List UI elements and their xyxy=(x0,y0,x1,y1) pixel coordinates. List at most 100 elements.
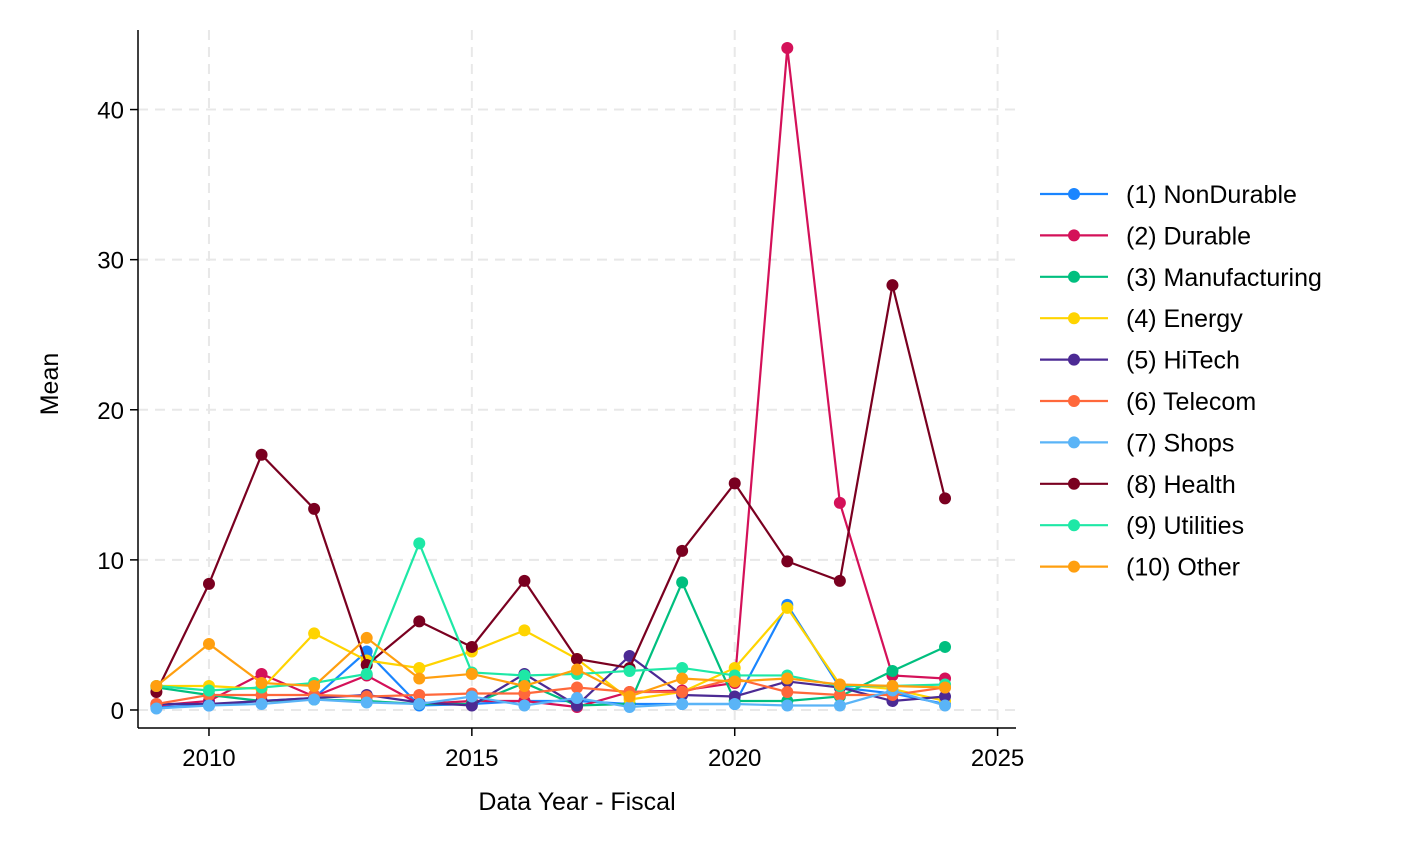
series-line xyxy=(156,606,946,703)
data-point xyxy=(465,667,478,680)
series-2 xyxy=(150,42,952,713)
data-point xyxy=(833,574,846,587)
data-point xyxy=(728,675,741,688)
data-point xyxy=(518,574,531,587)
legend-item: (3) Manufacturing xyxy=(1040,264,1322,292)
x-tick-label: 2025 xyxy=(971,745,1024,772)
legend-marker xyxy=(1068,229,1080,242)
legend-marker xyxy=(1068,560,1080,573)
data-point xyxy=(308,627,321,640)
legend-label: (2) Durable xyxy=(1126,222,1251,250)
data-point xyxy=(939,681,952,694)
data-point xyxy=(676,661,689,674)
series-line xyxy=(155,636,946,698)
data-point xyxy=(360,631,373,644)
data-point xyxy=(465,640,478,653)
series-layer xyxy=(150,42,952,715)
data-point xyxy=(833,678,846,691)
data-point xyxy=(623,664,636,677)
legend-item: (4) Energy xyxy=(1040,305,1243,333)
y-tick-label: 40 xyxy=(97,98,124,125)
legend-label: (1) NonDurable xyxy=(1126,181,1297,209)
axes: 2010 2015 2020 2025 0 10 20 30 40 xyxy=(97,30,1024,772)
data-point xyxy=(255,697,268,710)
data-point xyxy=(781,601,794,614)
legend-label: (10) Other xyxy=(1126,554,1240,582)
data-point xyxy=(150,702,163,715)
legend-item: (2) Durable xyxy=(1040,222,1251,250)
legend-label: (5) HiTech xyxy=(1126,347,1240,375)
y-tick-label: 30 xyxy=(97,248,124,275)
legend-item: (6) Telecom xyxy=(1040,388,1256,416)
legend-item: (1) NonDurable xyxy=(1040,181,1297,209)
legend-marker xyxy=(1068,353,1080,366)
legend-marker xyxy=(1068,436,1080,449)
series-8 xyxy=(150,279,952,698)
data-point xyxy=(413,615,426,628)
x-tick-label: 2010 xyxy=(182,745,235,772)
data-point xyxy=(308,679,321,692)
legend-item: (9) Utilities xyxy=(1040,512,1244,540)
data-point xyxy=(518,679,531,692)
data-point xyxy=(676,576,689,589)
data-point xyxy=(465,690,478,703)
data-point xyxy=(833,496,846,509)
series-10 xyxy=(150,631,952,703)
data-point xyxy=(255,667,268,680)
data-point xyxy=(676,672,689,685)
data-point xyxy=(308,502,321,515)
data-point xyxy=(886,279,899,292)
data-point xyxy=(623,690,636,703)
data-point xyxy=(728,477,741,490)
data-point xyxy=(413,688,426,701)
data-point xyxy=(150,679,163,692)
y-axis-label: Mean xyxy=(36,353,64,416)
grid xyxy=(138,30,1016,728)
data-point xyxy=(255,676,268,689)
legend-marker xyxy=(1068,395,1080,407)
legend-item: (7) Shops xyxy=(1040,429,1234,457)
legend-marker xyxy=(1068,312,1080,325)
data-point xyxy=(676,697,689,710)
legend-marker xyxy=(1068,270,1080,283)
x-axis-label: Data Year - Fiscal xyxy=(478,788,675,816)
data-point xyxy=(360,667,373,680)
legend-label: (8) Health xyxy=(1126,471,1236,499)
legend-label: (9) Utilities xyxy=(1126,512,1244,540)
data-point xyxy=(413,697,426,710)
data-point xyxy=(413,537,426,550)
x-tick-label: 2020 xyxy=(708,745,761,772)
legend-marker xyxy=(1068,477,1080,490)
data-point xyxy=(781,42,794,55)
data-point xyxy=(360,696,373,709)
data-point xyxy=(833,699,846,712)
data-point xyxy=(728,697,741,710)
legend-item: (8) Health xyxy=(1040,471,1236,499)
data-point xyxy=(518,669,531,682)
legend-label: (6) Telecom xyxy=(1126,388,1256,416)
data-point xyxy=(571,681,583,694)
data-point xyxy=(781,555,794,568)
data-point xyxy=(571,663,583,676)
series-line xyxy=(156,689,946,710)
data-point xyxy=(308,693,321,706)
data-point xyxy=(886,664,899,677)
data-point xyxy=(202,577,215,590)
data-point xyxy=(781,685,794,698)
data-point xyxy=(255,448,268,461)
data-point xyxy=(202,684,215,697)
data-point xyxy=(413,672,426,685)
data-point xyxy=(413,661,426,674)
data-point xyxy=(939,690,952,703)
data-point xyxy=(781,672,794,685)
legend-item: (5) HiTech xyxy=(1040,347,1240,375)
data-point xyxy=(623,700,636,713)
legend-label: (7) Shops xyxy=(1126,429,1234,457)
x-tick-label: 2015 xyxy=(445,745,498,772)
legend-item: (10) Other xyxy=(1040,554,1240,582)
data-point xyxy=(939,640,952,653)
series-line xyxy=(155,284,947,693)
legend-marker xyxy=(1068,519,1080,532)
data-point xyxy=(833,688,846,701)
data-point xyxy=(202,637,215,650)
